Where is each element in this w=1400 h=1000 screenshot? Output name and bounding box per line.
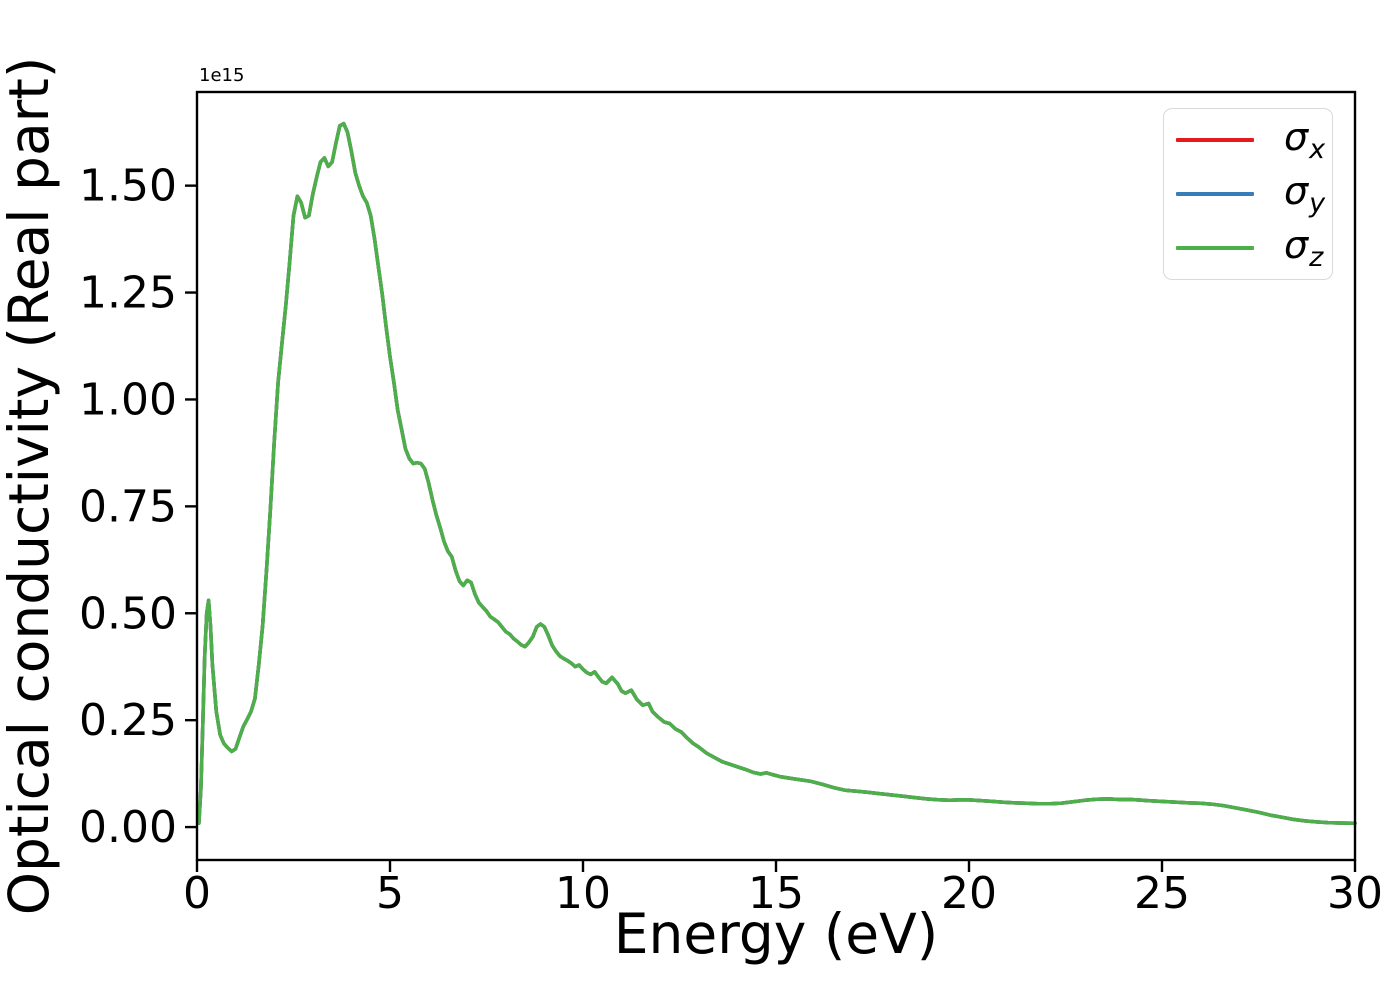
legend-label-sigma-z: σz xyxy=(1284,226,1323,271)
y-tick-label: 0.25 xyxy=(79,695,177,746)
sigma-subscript: x xyxy=(1309,133,1326,165)
sigma-subscript: z xyxy=(1309,241,1324,273)
series-layer xyxy=(197,121,1357,825)
sigma-symbol: σ xyxy=(1284,168,1309,213)
y-axis-label: Optical conductivity (Real part) xyxy=(0,57,61,916)
legend: σx σy σz xyxy=(1163,108,1333,280)
sigma-subscript: y xyxy=(1309,187,1326,219)
x-tick-label: 20 xyxy=(941,868,997,919)
sigma-symbol: σ xyxy=(1284,222,1309,267)
x-tick-label: 5 xyxy=(376,868,404,919)
legend-line-sigma-x-icon xyxy=(1176,138,1254,142)
y-tick-label: 1.50 xyxy=(79,161,177,212)
y-tick-label: 0.00 xyxy=(79,802,177,853)
x-tick-label: 15 xyxy=(748,868,804,919)
legend-line-sigma-z-icon xyxy=(1176,246,1254,250)
y-tick-label: 0.50 xyxy=(79,588,177,639)
legend-item-sigma-y: σy xyxy=(1164,168,1332,220)
x-tick-label: 10 xyxy=(555,868,611,919)
x-tick-label: 30 xyxy=(1327,868,1383,919)
y-axis-offset-text: 1e15 xyxy=(199,65,244,86)
ticks-layer: 0 5 10 15 20 25 30 0.00 0.25 0.50 0.75 1.00 1.25 1.50 xyxy=(79,161,1383,919)
y-tick-label: 0.75 xyxy=(79,481,177,532)
legend-item-sigma-x: σx xyxy=(1164,114,1332,166)
x-tick-label: 25 xyxy=(1134,868,1190,919)
sigma-symbol: σ xyxy=(1284,114,1309,159)
y-tick-label: 1.25 xyxy=(79,268,177,319)
series-line-sigma_z xyxy=(197,121,1357,825)
x-tick-label: 0 xyxy=(183,868,211,919)
legend-line-sigma-y-icon xyxy=(1176,192,1254,196)
legend-label-sigma-y: σy xyxy=(1284,172,1325,217)
x-axis-label: Energy (eV) xyxy=(614,902,938,966)
y-tick-label: 1.00 xyxy=(79,374,177,425)
legend-label-sigma-x: σx xyxy=(1284,118,1325,163)
legend-item-sigma-z: σz xyxy=(1164,222,1332,274)
